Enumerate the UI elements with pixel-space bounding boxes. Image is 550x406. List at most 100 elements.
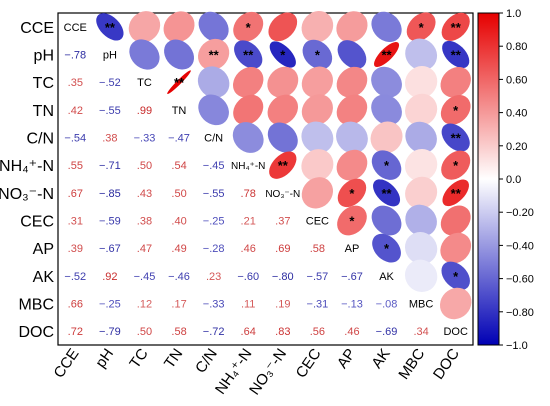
correlation-value: .43	[137, 188, 152, 200]
correlation-ellipse	[372, 233, 401, 263]
correlation-ellipse	[233, 66, 264, 98]
correlation-value: .83	[275, 326, 290, 338]
correlation-ellipse	[371, 94, 402, 126]
significance-mark: **	[278, 158, 289, 173]
correlation-ellipse	[267, 122, 298, 153]
correlation-value: −.08	[376, 299, 398, 311]
significance-mark: **	[451, 48, 462, 63]
correlation-value: .35	[68, 77, 83, 89]
correlation-ellipse	[129, 39, 160, 70]
correlation-ellipse	[373, 179, 401, 207]
correlation-value: .56	[310, 326, 325, 338]
colorbar-tick-label: −1.0	[506, 340, 528, 352]
significance-mark: **	[451, 20, 462, 35]
colorbar	[477, 12, 500, 346]
correlation-ellipse	[406, 12, 436, 42]
correlation-value: −.71	[99, 160, 121, 172]
correlation-value: −.46	[168, 271, 190, 283]
correlation-value: .39	[68, 243, 83, 255]
row-label: TN	[33, 103, 54, 120]
correlation-ellipse	[337, 178, 367, 208]
correlation-value: .49	[171, 243, 186, 255]
matrix-cells: CCE ** * * **−.78 pH ** ** * * ** **.35 −.52 TC **.42−…	[64, 11, 472, 338]
significance-mark: **	[174, 75, 185, 90]
significance-mark: *	[280, 48, 286, 63]
correlation-value: .23	[206, 271, 221, 283]
correlation-ellipse	[442, 179, 469, 207]
correlation-ellipse	[405, 38, 438, 71]
colorbar-tick-label: 0.80	[506, 41, 527, 53]
diagonal-label: TC	[137, 77, 152, 89]
correlation-value: −.31	[307, 299, 329, 311]
correlation-value: .66	[68, 299, 83, 311]
colorbar-tick-label: 0.20	[506, 141, 527, 153]
significance-mark: *	[419, 20, 425, 35]
significance-mark: *	[349, 186, 355, 201]
diagonal-label: pH	[103, 50, 117, 62]
correlation-ellipse	[371, 11, 402, 42]
correlation-ellipse	[234, 40, 263, 69]
column-label: CEC	[293, 345, 325, 381]
correlation-ellipse	[268, 12, 298, 42]
correlation-value: .67	[68, 188, 83, 200]
correlation-ellipse	[233, 11, 264, 42]
correlation-ellipse	[336, 66, 368, 98]
plot-frame	[57, 12, 474, 346]
colorbar-tick-label: 0.60	[506, 74, 527, 86]
diagonal-label: DOC	[443, 326, 468, 338]
correlation-ellipse	[440, 232, 472, 264]
correlation-value: .50	[137, 326, 152, 338]
correlation-value: −.80	[272, 271, 294, 283]
correlation-value: −.28	[203, 243, 225, 255]
row-label: AP	[33, 241, 54, 258]
correlation-value: −.33	[134, 133, 156, 145]
correlation-ellipse	[404, 66, 438, 99]
correlation-value: .38	[137, 216, 152, 228]
column-label: TN	[161, 346, 186, 372]
diagonal-label: CCE	[64, 22, 87, 34]
correlation-ellipse	[301, 94, 333, 126]
correlation-ellipse	[267, 94, 298, 126]
correlation-value: −.25	[99, 299, 121, 311]
correlation-ellipse	[301, 177, 334, 209]
correlation-ellipse	[301, 66, 334, 98]
diagonal-label: AP	[345, 243, 360, 255]
correlation-value: −.25	[203, 216, 225, 228]
correlation-ellipse	[371, 150, 402, 180]
correlation-ellipse	[440, 94, 471, 125]
correlation-ellipse	[301, 149, 334, 182]
row-label: TC	[33, 75, 54, 92]
correlation-value: .54	[171, 160, 186, 172]
correlation-value: −.67	[99, 243, 121, 255]
significance-mark: **	[451, 186, 462, 201]
correlation-value: −.59	[99, 216, 121, 228]
correlation-value: −.57	[307, 271, 329, 283]
row-labels: CCE pH TC TN C/N NH₄⁺-N NO₃⁻-N CEC AP AK MBC DOC	[0, 20, 54, 341]
correlation-ellipse	[440, 205, 471, 236]
correlation-value: −.55	[99, 105, 121, 117]
correlation-value: −.47	[168, 133, 190, 145]
correlation-ellipse	[302, 39, 333, 70]
correlation-value: −.55	[203, 188, 225, 200]
correlation-ellipse	[198, 94, 229, 126]
correlation-ellipse	[371, 66, 402, 98]
correlation-ellipse	[405, 176, 438, 209]
diagonal-label: AK	[379, 271, 394, 283]
significance-mark: *	[246, 20, 252, 35]
correlation-value: −.69	[376, 326, 398, 338]
column-label: C/N	[192, 346, 221, 377]
row-label: pH	[34, 48, 54, 65]
correlation-value: −.13	[341, 299, 363, 311]
correlation-ellipse	[233, 94, 264, 125]
row-label: CEC	[20, 214, 54, 231]
correlation-ellipse	[197, 66, 230, 98]
correlation-value: −.78	[64, 50, 86, 62]
correlation-value: .50	[137, 160, 152, 172]
correlation-ellipse	[267, 66, 299, 98]
correlation-ellipse	[441, 123, 470, 152]
correlation-ellipse	[336, 149, 368, 181]
correlation-value: .42	[68, 105, 83, 117]
row-label: AK	[33, 269, 55, 286]
significance-mark: **	[105, 20, 116, 35]
